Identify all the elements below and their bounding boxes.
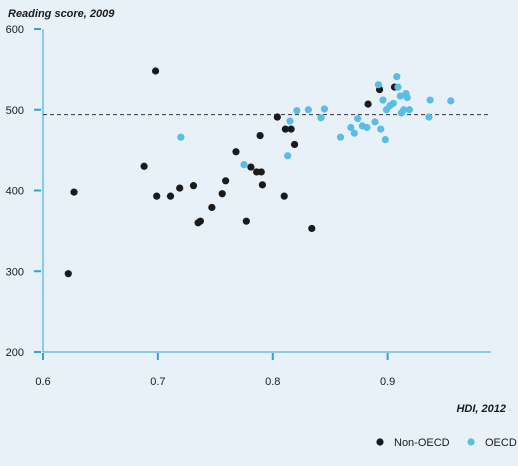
non-oecd-point	[64, 270, 72, 278]
oecd-point	[396, 92, 404, 100]
x-tick-label: 0.7	[150, 376, 165, 388]
non-oecd-point	[208, 203, 216, 212]
oecd-point	[317, 114, 325, 122]
oecd-point	[377, 125, 385, 133]
oecd-point	[425, 113, 433, 121]
y-tick-label: 300	[6, 266, 24, 278]
non-oecd-point	[273, 113, 281, 121]
x-tick-label: 0.8	[265, 376, 280, 388]
oecd-point	[403, 94, 411, 102]
x-axis-title: HDI, 2012	[456, 403, 506, 415]
oecd-point	[293, 106, 301, 115]
y-tick-label: 200	[6, 347, 24, 359]
y-tick-label: 400	[6, 186, 24, 198]
non-oecd-point	[140, 162, 148, 170]
non-oecd-point	[256, 131, 264, 140]
oecd-point	[400, 106, 408, 114]
y-tick-label: 600	[6, 24, 24, 36]
oecd-point	[336, 133, 345, 141]
x-tick-label: 0.9	[380, 376, 395, 388]
oecd-point	[394, 83, 402, 91]
non-oecd-point	[222, 177, 230, 185]
legend-label-non-oecd: Non-OECD	[394, 437, 450, 449]
oecd-point	[286, 117, 294, 125]
y-tick-label: 500	[6, 105, 24, 117]
y-axis-title: Reading score, 2009	[8, 8, 115, 20]
legend: Non-OECD OECD	[376, 437, 517, 449]
oecd-point	[347, 123, 355, 132]
oecd-point	[389, 99, 397, 107]
non-oecd-point	[70, 188, 78, 196]
non-oecd-point	[308, 224, 316, 233]
oecd-point	[374, 81, 383, 89]
oecd-point	[350, 129, 358, 137]
oecd-point	[393, 73, 401, 81]
x-tick-label: 0.6	[35, 376, 50, 388]
non-oecd-point	[247, 163, 255, 171]
oecd-point	[405, 106, 414, 114]
oecd-point	[371, 118, 379, 126]
non-oecd-point	[364, 100, 372, 108]
non-oecd-point	[257, 168, 265, 176]
non-oecd-point	[189, 182, 198, 190]
data-points	[64, 67, 455, 278]
non-oecd-point	[218, 190, 226, 198]
non-oecd-point	[281, 125, 289, 133]
non-oecd-point	[196, 217, 204, 225]
non-oecd-point	[280, 192, 288, 200]
non-oecd-point	[153, 192, 161, 200]
oecd-point	[320, 105, 329, 113]
oecd-point	[354, 115, 362, 123]
non-oecd-point	[258, 181, 267, 189]
legend-marker-oecd	[467, 438, 475, 446]
non-oecd-point	[166, 192, 175, 200]
oecd-point	[363, 123, 371, 132]
oecd-point	[240, 161, 248, 169]
non-oecd-point	[242, 217, 250, 225]
non-oecd-point	[176, 184, 184, 192]
oecd-point	[177, 133, 185, 141]
x-axis-ticks: 0.6 0.7 0.8 0.9	[35, 353, 395, 388]
non-oecd-point	[151, 67, 160, 75]
legend-label-oecd: OECD	[485, 437, 517, 449]
oecd-point	[447, 97, 455, 105]
non-oecd-point	[287, 125, 295, 133]
legend-marker-non-oecd	[376, 438, 384, 446]
y-axis-ticks: 200 300 400 500 600	[6, 24, 41, 359]
oecd-point	[381, 136, 389, 144]
non-oecd-point	[290, 140, 299, 149]
oecd-point	[426, 96, 434, 104]
non-oecd-point	[232, 148, 240, 156]
oecd-point	[379, 96, 387, 104]
oecd-point	[304, 106, 312, 114]
oecd-point	[284, 152, 292, 160]
